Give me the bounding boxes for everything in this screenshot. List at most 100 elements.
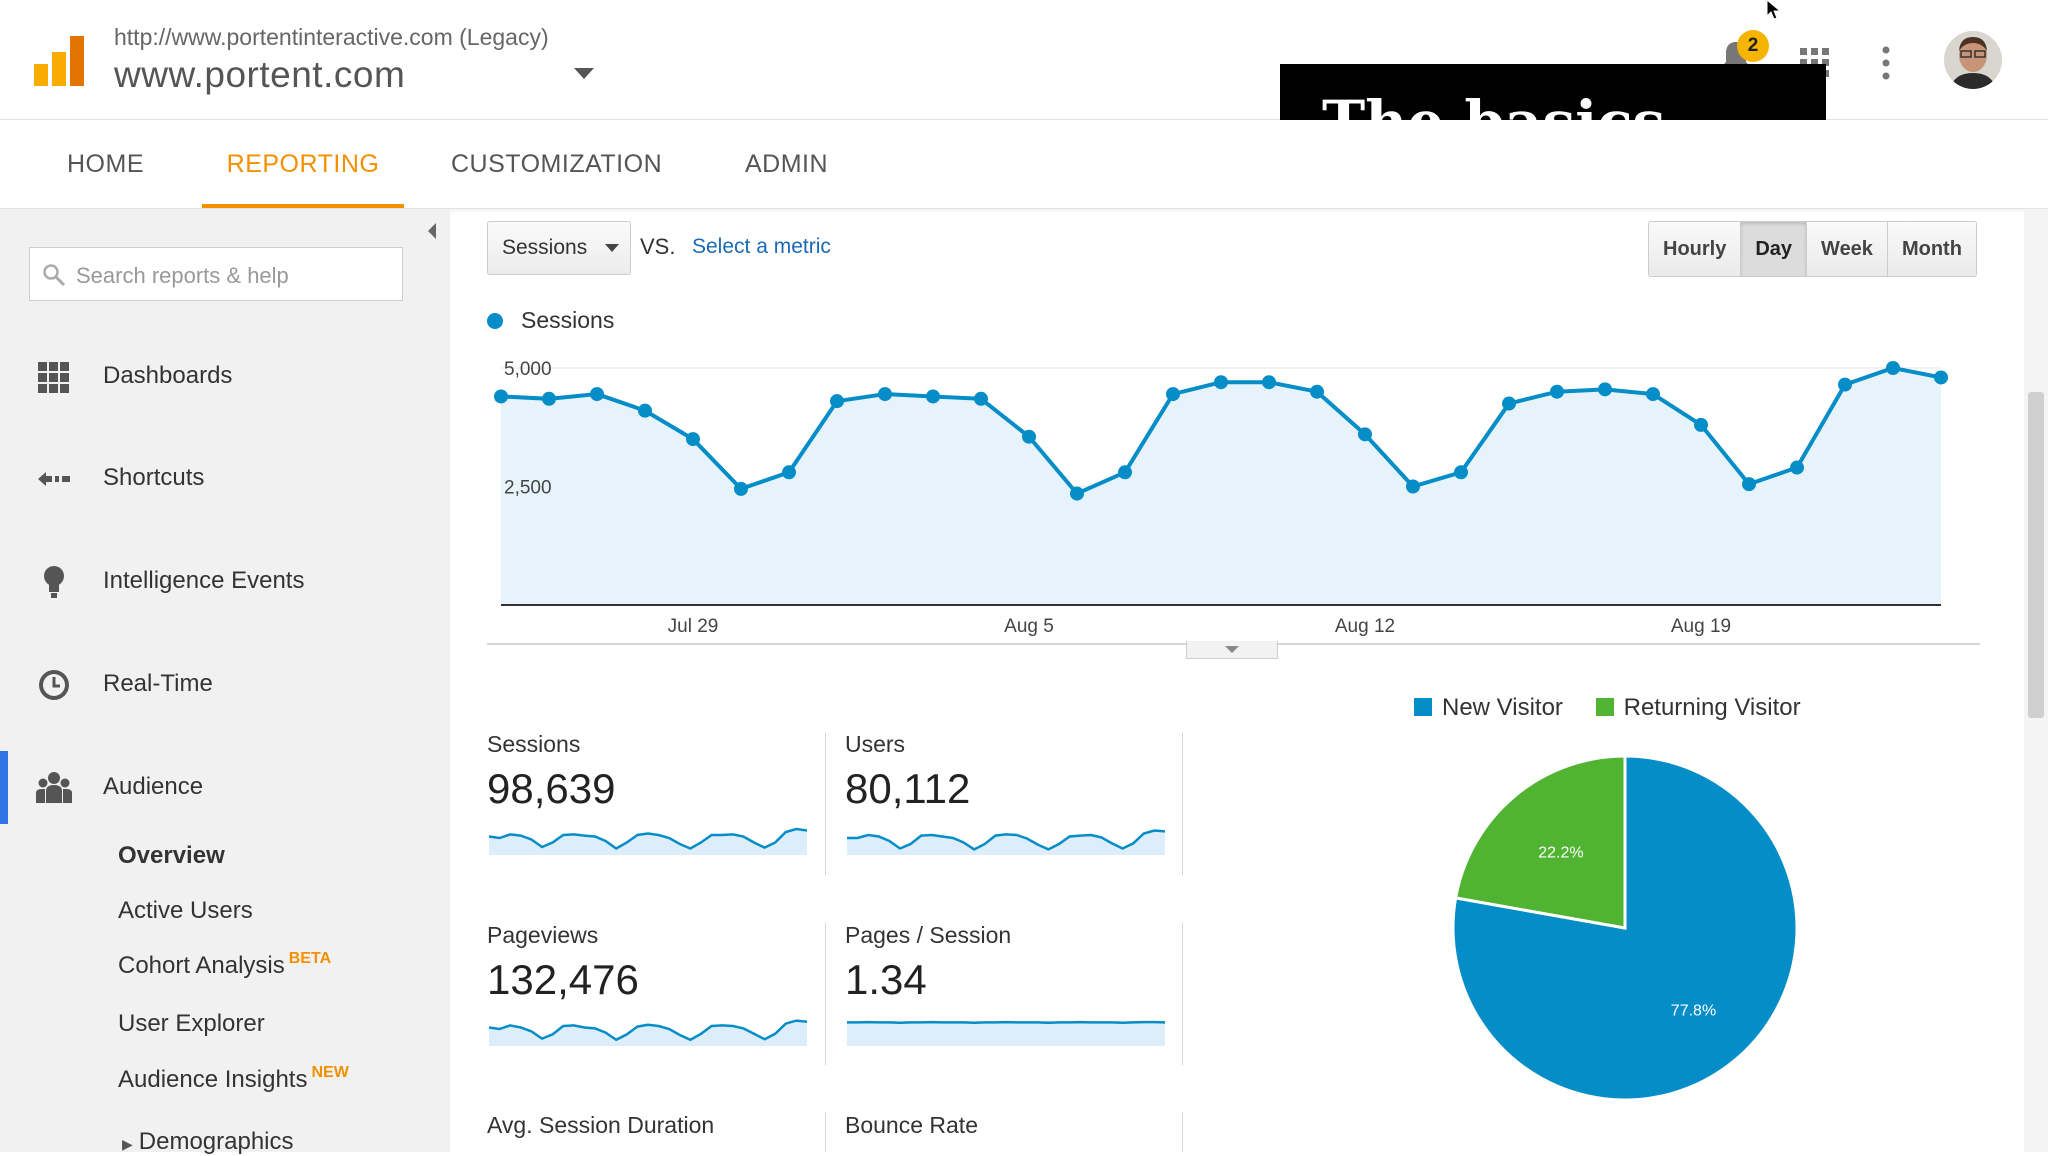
chart-collapse-toggle[interactable] [1186, 641, 1278, 659]
data-point [1694, 417, 1708, 432]
stat-title: Avg. Session Duration [487, 1112, 715, 1138]
scrollbar-thumb[interactable] [2028, 392, 2044, 718]
x-tick-label: Jul 29 [668, 616, 719, 637]
chevron-down-icon[interactable] [574, 68, 594, 79]
sidebar-item-audience[interactable]: Audience [0, 757, 450, 817]
data-point [782, 465, 796, 480]
data-point [1022, 429, 1036, 444]
stat-bounce-rate: Bounce Rate [845, 1112, 1175, 1152]
sidebar-item-intelligence-events[interactable]: Intelligence Events [0, 551, 450, 611]
data-point [494, 389, 508, 404]
tab-admin[interactable]: ADMIN [745, 150, 829, 178]
lightbulb-icon [44, 566, 64, 598]
sidebar-subitem-overview[interactable]: Overview [118, 842, 225, 869]
data-point [1454, 465, 1468, 480]
stat-users: Users 80,112 [845, 731, 1175, 876]
sessions-line-chart[interactable]: 5,000 2,500 Jul 29 Aug 5 Aug 12 Aug 19 [487, 345, 1980, 645]
data-point [1550, 384, 1564, 399]
sidebar-subitem-demographics[interactable]: ▶ Demographics [122, 1128, 294, 1156]
chevron-down-icon [1225, 646, 1239, 653]
granularity-toggle: Hourly Day Week Month [1648, 221, 1977, 277]
tab-customization[interactable]: CUSTOMIZATION [451, 150, 663, 178]
sparkline [847, 1020, 1165, 1046]
divider [1182, 923, 1183, 1065]
search-input[interactable]: Search reports & help [29, 247, 403, 301]
sparkline [489, 1019, 807, 1046]
more-vert-icon[interactable] [1882, 46, 1890, 80]
tab-home[interactable]: HOME [67, 150, 144, 178]
data-point [1214, 375, 1228, 390]
day-button[interactable]: Day [1741, 222, 1808, 276]
chart-legend-label: Sessions [521, 307, 615, 333]
metric-select-value: Sessions [502, 236, 588, 259]
search-placeholder: Search reports & help [76, 263, 289, 288]
data-point [686, 432, 700, 447]
beta-badge: BETA [288, 950, 332, 967]
week-button[interactable]: Week [1807, 222, 1888, 276]
sidebar-subitem-label: Audience Insights [118, 1066, 308, 1093]
sidebar-item-dashboards[interactable]: Dashboards [0, 346, 450, 406]
divider [825, 1112, 826, 1152]
visitor-pie-chart[interactable]: 77.8% 22.2% [1450, 753, 1800, 1103]
sidebar-subitem-active-users[interactable]: Active Users [118, 897, 253, 924]
property-url: http://www.portentinteractive.com (Legac… [114, 24, 549, 50]
x-tick-label: Aug 19 [1671, 616, 1731, 637]
stat-sessions: Sessions 98,639 [487, 731, 817, 876]
data-point [1358, 427, 1372, 442]
new-badge: NEW [311, 1064, 349, 1081]
metric-select[interactable]: Sessions [487, 221, 631, 275]
stat-title: Pages / Session [845, 922, 1012, 948]
sparkline-fill [847, 830, 1165, 855]
sidebar-subitem-cohort-analysis[interactable]: Cohort Analysis BETA [118, 950, 332, 980]
select-metric-link[interactable]: Select a metric [692, 235, 831, 258]
data-point [1166, 387, 1180, 402]
sidebar [0, 209, 450, 1152]
vs-label: VS. [640, 234, 676, 259]
collapse-sidebar-icon[interactable] [418, 211, 448, 251]
dashboard-grid-icon [38, 362, 69, 393]
data-point [1646, 387, 1660, 402]
data-point [1406, 479, 1420, 494]
sidebar-item-label: Dashboards [103, 362, 233, 389]
avatar[interactable] [1944, 31, 2002, 89]
x-tick-label: Aug 12 [1335, 616, 1395, 637]
sidebar-item-shortcuts[interactable]: Shortcuts [0, 448, 450, 508]
legend-label-returning-visitor[interactable]: Returning Visitor [1623, 694, 1801, 721]
stat-value: 1.34 [845, 956, 927, 1003]
data-point [1598, 382, 1612, 397]
y-tick-label: 2,500 [504, 478, 552, 499]
data-point [1310, 384, 1324, 399]
data-point [734, 481, 748, 496]
month-button[interactable]: Month [1887, 222, 1976, 276]
data-point [878, 387, 892, 402]
sparkline [847, 829, 1165, 855]
tab-reporting[interactable]: REPORTING [202, 120, 404, 208]
sidebar-item-label: Intelligence Events [103, 567, 305, 594]
x-tick-label: Aug 5 [1004, 616, 1054, 637]
mouse-cursor-icon [1766, 0, 1782, 20]
stat-value: 80,112 [845, 765, 971, 812]
data-point [1742, 477, 1756, 492]
pie-slice-label: 22.2% [1538, 845, 1583, 862]
sparkline-line [489, 1019, 807, 1042]
top-header: http://www.portentinteractive.com (Legac… [0, 0, 2048, 120]
people-icon [36, 772, 72, 803]
data-point [1838, 377, 1852, 392]
sidebar-subitem-user-explorer[interactable]: User Explorer [118, 1010, 265, 1037]
notification-badge[interactable]: 2 [1737, 30, 1769, 62]
stat-title: Users [845, 731, 906, 757]
sidebar-subitem-audience-insights[interactable]: Audience Insights NEW [118, 1064, 349, 1094]
data-point [1502, 396, 1516, 411]
analytics-logo-icon[interactable] [34, 36, 84, 86]
data-point [590, 387, 604, 402]
legend-label-new-visitor[interactable]: New Visitor [1442, 694, 1563, 721]
sidebar-item-real-time[interactable]: Real-Time [0, 654, 450, 714]
pie-slice [1451, 754, 1799, 1102]
hourly-button[interactable]: Hourly [1649, 222, 1742, 276]
active-section-indicator [0, 751, 8, 824]
chevron-down-icon [605, 244, 619, 252]
property-name[interactable]: www.portent.com [114, 54, 406, 95]
legend-swatch [1414, 698, 1432, 716]
data-point [1934, 370, 1948, 385]
sidebar-item-label: Audience [103, 773, 204, 800]
